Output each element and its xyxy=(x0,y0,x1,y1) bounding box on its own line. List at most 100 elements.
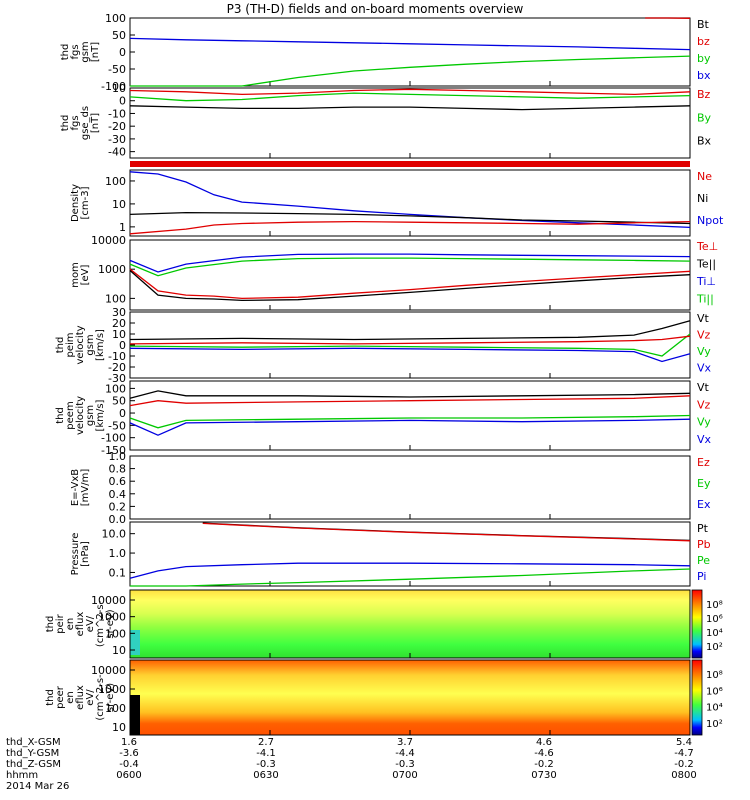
y-tick-label: -100 xyxy=(101,432,126,445)
y-axis-label-line: thd xyxy=(55,407,66,424)
y-tick-label: 0 xyxy=(119,407,126,420)
legend-Pe: Pe xyxy=(697,554,710,567)
eph-time-value: 0600 xyxy=(116,770,142,781)
y-tick-label: 1.0 xyxy=(109,547,127,560)
legend-bz: bz xyxy=(697,35,710,48)
legend-Ni: Ni xyxy=(697,192,708,205)
legend-Pi: Pi xyxy=(697,570,706,583)
y-tick-label: 0.4 xyxy=(109,488,127,501)
y-tick-label: -10 xyxy=(108,107,126,120)
y-tick-label: 100 xyxy=(105,175,126,188)
y-tick-label: 1 xyxy=(119,221,126,234)
colorbar-tick-label: 10⁴ xyxy=(706,628,723,639)
y-axis-label-line: gsm xyxy=(85,334,96,355)
legend-bx: bx xyxy=(697,69,711,82)
series-By xyxy=(129,92,691,102)
panel-fgs_gsm: 100 50 0 -50 -100 thdfgsgsm[nT] Bt bz by bx xyxy=(60,12,711,93)
axes-frame xyxy=(129,455,691,520)
legend-Vx: Vx xyxy=(697,362,712,375)
y-axis-label-line: thd xyxy=(45,616,56,633)
legend-Te||: Te|| xyxy=(696,258,716,271)
eph-col-1: 2.7 -4.1 -0.3 0630 xyxy=(253,737,279,781)
eph-col-4: 5.4 -4.7 -0.2 0800 xyxy=(671,737,697,781)
series-Pi xyxy=(129,562,691,579)
series-Vt xyxy=(129,390,691,399)
y-tick-label: -50 xyxy=(108,419,126,432)
y-axis-label-line: eV/ xyxy=(85,615,96,632)
y-tick-label: 1000 xyxy=(98,263,126,276)
colorbar-tick-label: 10² xyxy=(706,642,723,653)
legend-Ne: Ne xyxy=(697,170,712,183)
panel-efield: 1.00.80.60.40.20.0 E=-VxB[mV/m] Ez Ey Ex xyxy=(70,450,711,526)
legend-Ez: Ez xyxy=(697,456,710,469)
y-axis-label-line: eflux xyxy=(75,612,86,637)
legend-Bt: Bt xyxy=(697,18,710,31)
y-tick-label: 10 xyxy=(112,328,126,341)
heatmap-edge-patch xyxy=(130,630,140,655)
y-axis-label: E=-VxB[mV/m] xyxy=(70,469,91,507)
y-tick-label: -100 xyxy=(101,80,126,93)
series-Vx xyxy=(129,418,691,436)
panel-peer_en_eflux: 10⁸10⁶10⁴10²10000100010010thdpeereneflux… xyxy=(45,659,723,736)
y-tick-label: 0.8 xyxy=(109,463,127,476)
y-axis-label-line: [km/s] xyxy=(95,329,106,361)
y-axis-label-line: gse_ds xyxy=(80,106,91,140)
y-axis-label-line: E=-VxB xyxy=(70,469,81,506)
eph-x-value: 3.7 xyxy=(397,737,413,748)
legend-Pb: Pb xyxy=(697,538,711,551)
y-axis-label: thdpeerenefluxeV/(cm^2-s-sr-eV) xyxy=(45,674,116,721)
y-tick-label: 100 xyxy=(105,12,126,25)
y-axis-label-line: Density xyxy=(70,184,81,222)
legend-Ey: Ey xyxy=(697,477,711,490)
y-axis-label-line: Pressure xyxy=(70,533,81,576)
y-tick-label: 0 xyxy=(119,95,126,108)
y-tick-label: 100 xyxy=(105,382,126,395)
y-axis-label-line: [km/s] xyxy=(95,399,106,431)
y-axis-label: thdfgsgsm[nT] xyxy=(60,41,101,62)
y-tick-label: 20 xyxy=(112,317,126,330)
eph-label-date: 2014 Mar 26 xyxy=(6,781,70,792)
heatmap-data-gap xyxy=(130,695,140,735)
eph-time-value: 0700 xyxy=(392,770,418,781)
eph-label-z: thd_Z-GSM xyxy=(6,759,61,770)
eph-y-value: -4.6 xyxy=(534,748,554,759)
eph-label-time: hhmm xyxy=(6,770,39,781)
y-tick-label: 100 xyxy=(105,627,126,640)
eph-time-value: 0730 xyxy=(531,770,557,781)
axes-frame xyxy=(129,311,691,379)
colorbar-tick-label: 10² xyxy=(706,719,723,730)
series-Ti⊥ xyxy=(129,253,691,273)
heatmap-body xyxy=(130,590,690,658)
y-axis-label-line: [eV] xyxy=(80,265,91,286)
eph-time-value: 0800 xyxy=(671,770,697,781)
y-tick-label: 10.0 xyxy=(102,528,127,541)
y-tick-label: -40 xyxy=(108,146,126,159)
legend-Ti⊥: Ti⊥ xyxy=(696,275,716,288)
axes-frame xyxy=(129,380,691,451)
y-tick-label: 10 xyxy=(112,644,126,657)
y-axis-label-line: [mV/m] xyxy=(80,469,91,507)
eph-y-value: -4.7 xyxy=(674,748,694,759)
y-axis-label: mom[eV] xyxy=(70,262,91,288)
series-Vz xyxy=(129,335,691,345)
eph-z-value: -0.4 xyxy=(119,759,139,770)
panel-peir_en_eflux: 10⁸10⁶10⁴10²10000100010010thdpeireneflux… xyxy=(45,589,723,659)
panel-density: 100 10 1 Density[cm-3] Ne Ni Npot xyxy=(70,169,724,237)
y-axis-label-line: gsm xyxy=(80,41,91,62)
legend-Vy: Vy xyxy=(697,416,711,429)
eph-time-value: 0630 xyxy=(253,770,279,781)
legend-Vt: Vt xyxy=(697,381,710,394)
y-axis-label-line: peim xyxy=(65,332,76,357)
y-tick-label: -30 xyxy=(108,372,126,385)
y-axis-label: Density[cm-3] xyxy=(70,184,91,222)
y-axis-label-line: thd xyxy=(45,689,56,706)
series-Ne xyxy=(129,220,691,235)
y-tick-label: -150 xyxy=(101,444,126,457)
y-tick-label: 50 xyxy=(112,29,126,42)
y-axis-label-line: thd xyxy=(55,337,66,354)
y-tick-label: -30 xyxy=(108,133,126,146)
y-axis-label-line: eV/ xyxy=(85,689,96,706)
y-tick-label: -20 xyxy=(108,120,126,133)
axes-frame xyxy=(129,169,691,237)
